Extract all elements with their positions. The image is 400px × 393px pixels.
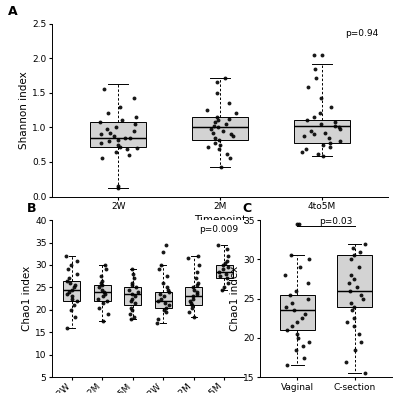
Y-axis label: Chao1 index: Chao1 index <box>230 266 240 331</box>
Text: C: C <box>243 202 252 215</box>
Bar <box>90 122 146 147</box>
Bar <box>64 281 80 301</box>
Y-axis label: Chao1 index: Chao1 index <box>22 266 32 331</box>
Bar <box>280 295 315 330</box>
Bar <box>124 287 141 305</box>
Bar <box>337 255 372 307</box>
Bar <box>185 287 202 305</box>
Text: B: B <box>27 202 36 215</box>
Bar <box>294 120 350 143</box>
Y-axis label: Shannon index: Shannon index <box>19 71 29 149</box>
Text: p=0.94: p=0.94 <box>345 29 378 38</box>
Bar <box>94 285 111 301</box>
Text: p=0.03: p=0.03 <box>320 217 353 226</box>
Bar <box>216 265 232 279</box>
Text: p=0.009: p=0.009 <box>199 225 238 234</box>
Text: A: A <box>8 6 18 18</box>
X-axis label: Timepoint: Timepoint <box>194 215 246 225</box>
Bar <box>155 292 172 308</box>
Bar <box>192 117 248 140</box>
